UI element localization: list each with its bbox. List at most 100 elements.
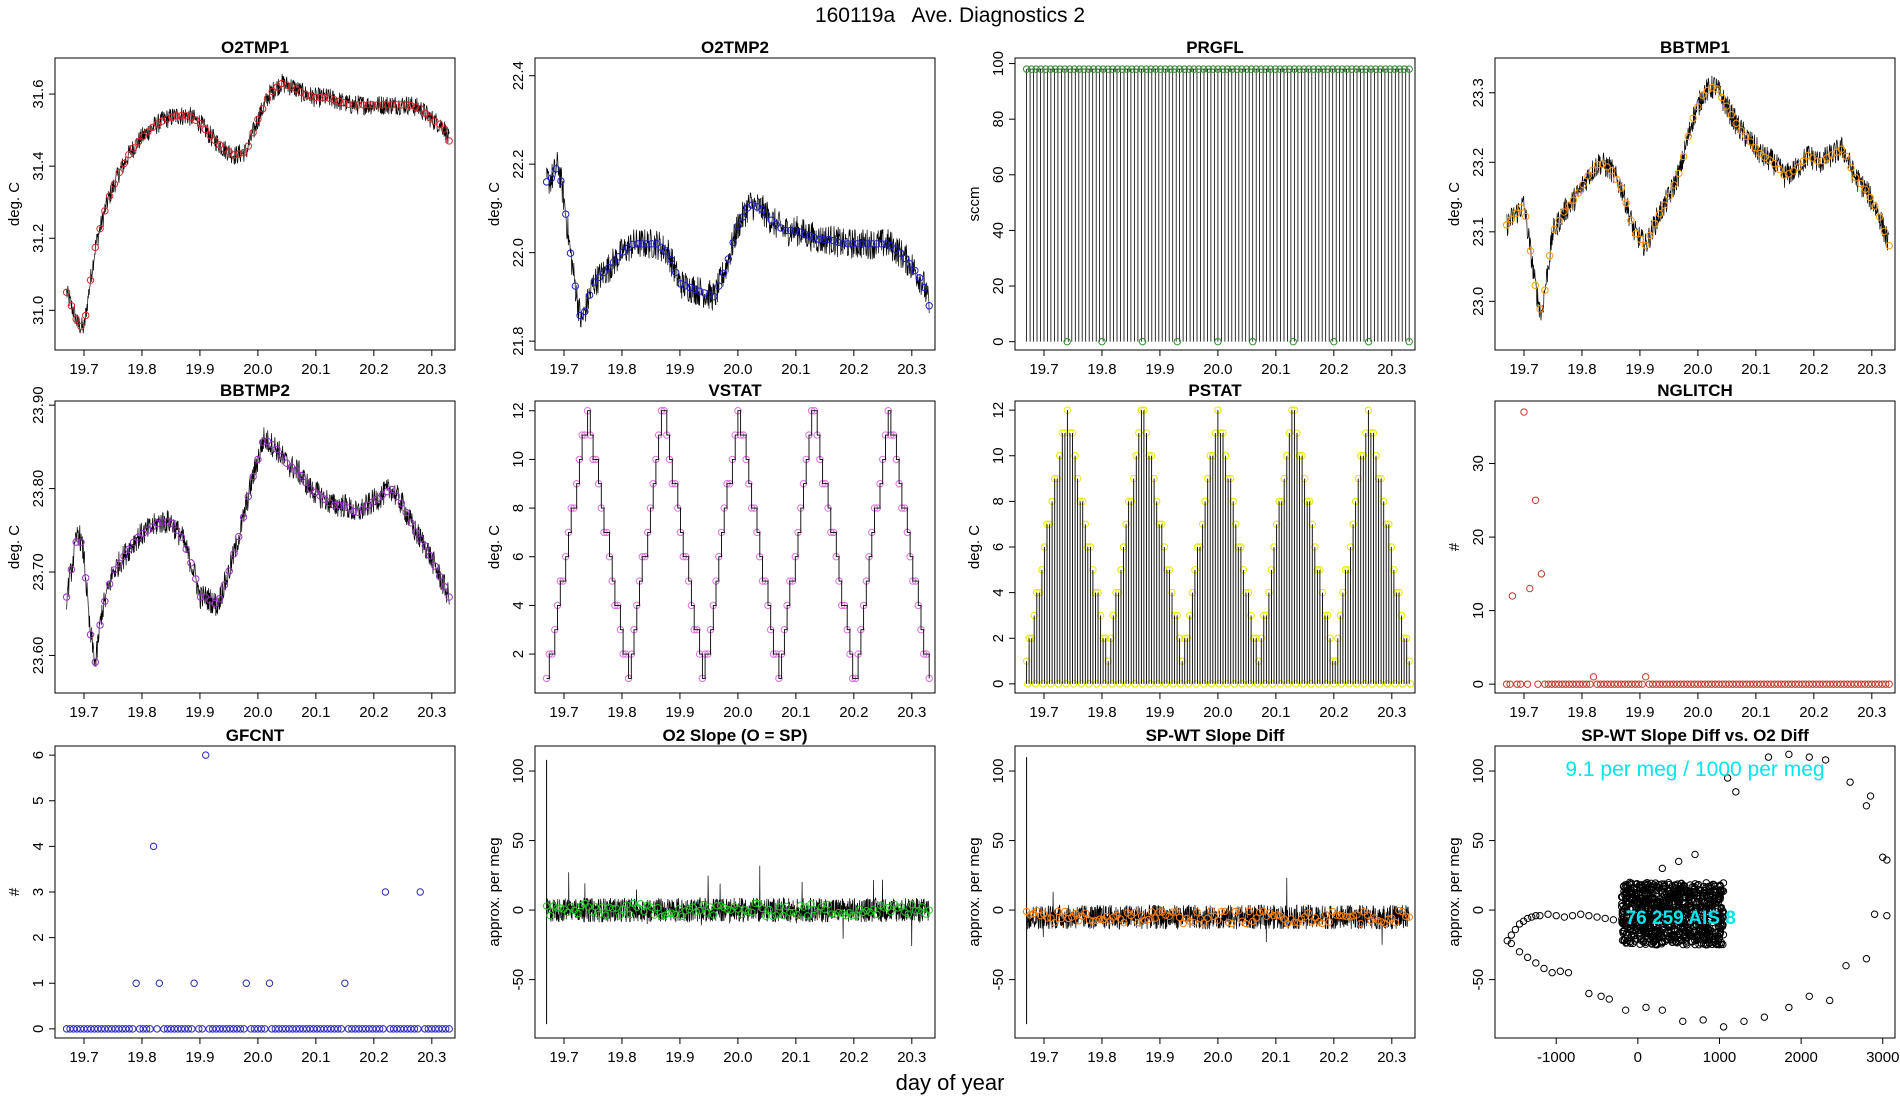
data-point [1655,680,1664,688]
data-point [1209,65,1217,73]
data-point [1338,65,1346,73]
data-point [1780,171,1788,179]
data-point [1850,680,1859,688]
data-point [681,281,689,290]
data-point [1671,891,1680,900]
data-point [1214,65,1222,73]
data-point [440,125,449,133]
data-point [911,266,919,275]
data-point [1829,680,1838,688]
plot-title: BBTMP1 [1660,38,1730,57]
data-point [1593,680,1601,688]
data-point [1659,917,1668,926]
data-point [1703,940,1712,949]
data-point [389,1025,398,1033]
data-point [667,255,675,264]
data-point [1686,919,1694,927]
data-point [206,596,214,604]
data-point [187,559,195,567]
data-point [581,307,589,316]
data-point [1548,968,1556,977]
data-point [1689,114,1697,122]
data-point [1050,919,1059,927]
data-point [1742,132,1750,140]
data-point [1309,65,1318,73]
data-point [132,979,140,987]
data-point [1120,918,1128,927]
data-point [1391,918,1399,927]
data-point [108,1025,116,1033]
data-point [1132,65,1141,73]
data-point [1666,680,1674,688]
data-point [566,249,575,257]
data-point [1585,989,1593,998]
data-point [1866,193,1874,202]
data-point [1691,850,1699,859]
data-point [316,1025,325,1033]
data-point [741,906,749,914]
y-tick-label: 1 [30,979,47,987]
data-point [648,240,656,248]
plot-title: PRGFL [1186,38,1244,57]
plot-o2slope: O2 Slope (O = SP) approx. per meg 19.7 19.8… [486,726,936,1066]
data-point [1621,680,1629,688]
data-point [755,899,763,908]
data-point [1192,680,1200,688]
data-point [1207,680,1216,688]
x-tick-label: 20.2 [1799,704,1828,721]
data-point [182,545,190,553]
data-point [96,224,104,233]
data-point [1575,680,1584,688]
data-point [86,276,95,284]
data-point [1622,919,1630,927]
x-tick-label: 20.0 [723,1049,752,1066]
data-point [660,407,668,415]
data-point [397,499,406,507]
data-point [416,888,424,896]
data-point [706,903,714,911]
data-point [1154,680,1162,688]
data-point [904,910,913,918]
data-point [1507,931,1516,939]
data-point [215,1025,224,1033]
data-point [442,1025,450,1033]
data-point [208,1025,217,1033]
x-tick-label: 20.1 [781,704,810,721]
data-point [925,302,933,310]
data-point [1148,908,1156,916]
data-point [97,1025,106,1033]
data-point [416,535,425,543]
data-point [1357,65,1366,73]
data-point [588,908,596,916]
data-point [1764,753,1773,761]
data-point [1065,65,1074,73]
data-point [1555,680,1563,688]
x-tick-label: 19.9 [665,1049,694,1066]
data-point [590,278,599,286]
data-point [91,658,99,666]
data-point [1156,65,1165,73]
data-point [198,1025,206,1033]
data-point [1262,65,1270,73]
data-point [1374,916,1382,925]
x-tick-label: 19.8 [1087,361,1116,378]
data-point [1691,903,1700,912]
data-point [355,1025,363,1033]
data-point [129,144,138,152]
x-tick-label: 19.7 [1029,704,1058,721]
x-tick-label: 20.3 [1377,1049,1406,1066]
data-point [1640,937,1648,945]
data-point [1085,65,1093,73]
data-point [1383,680,1392,688]
data-point [1364,337,1373,346]
data-point [1077,680,1086,688]
data-point [1092,680,1101,688]
x-tick-label: 3000 [1866,1049,1899,1066]
data-point [249,128,257,137]
data-point [791,226,799,235]
data-point [1770,159,1779,168]
data-point [1526,247,1535,255]
data-point [1289,337,1297,346]
data-point [1775,165,1783,174]
